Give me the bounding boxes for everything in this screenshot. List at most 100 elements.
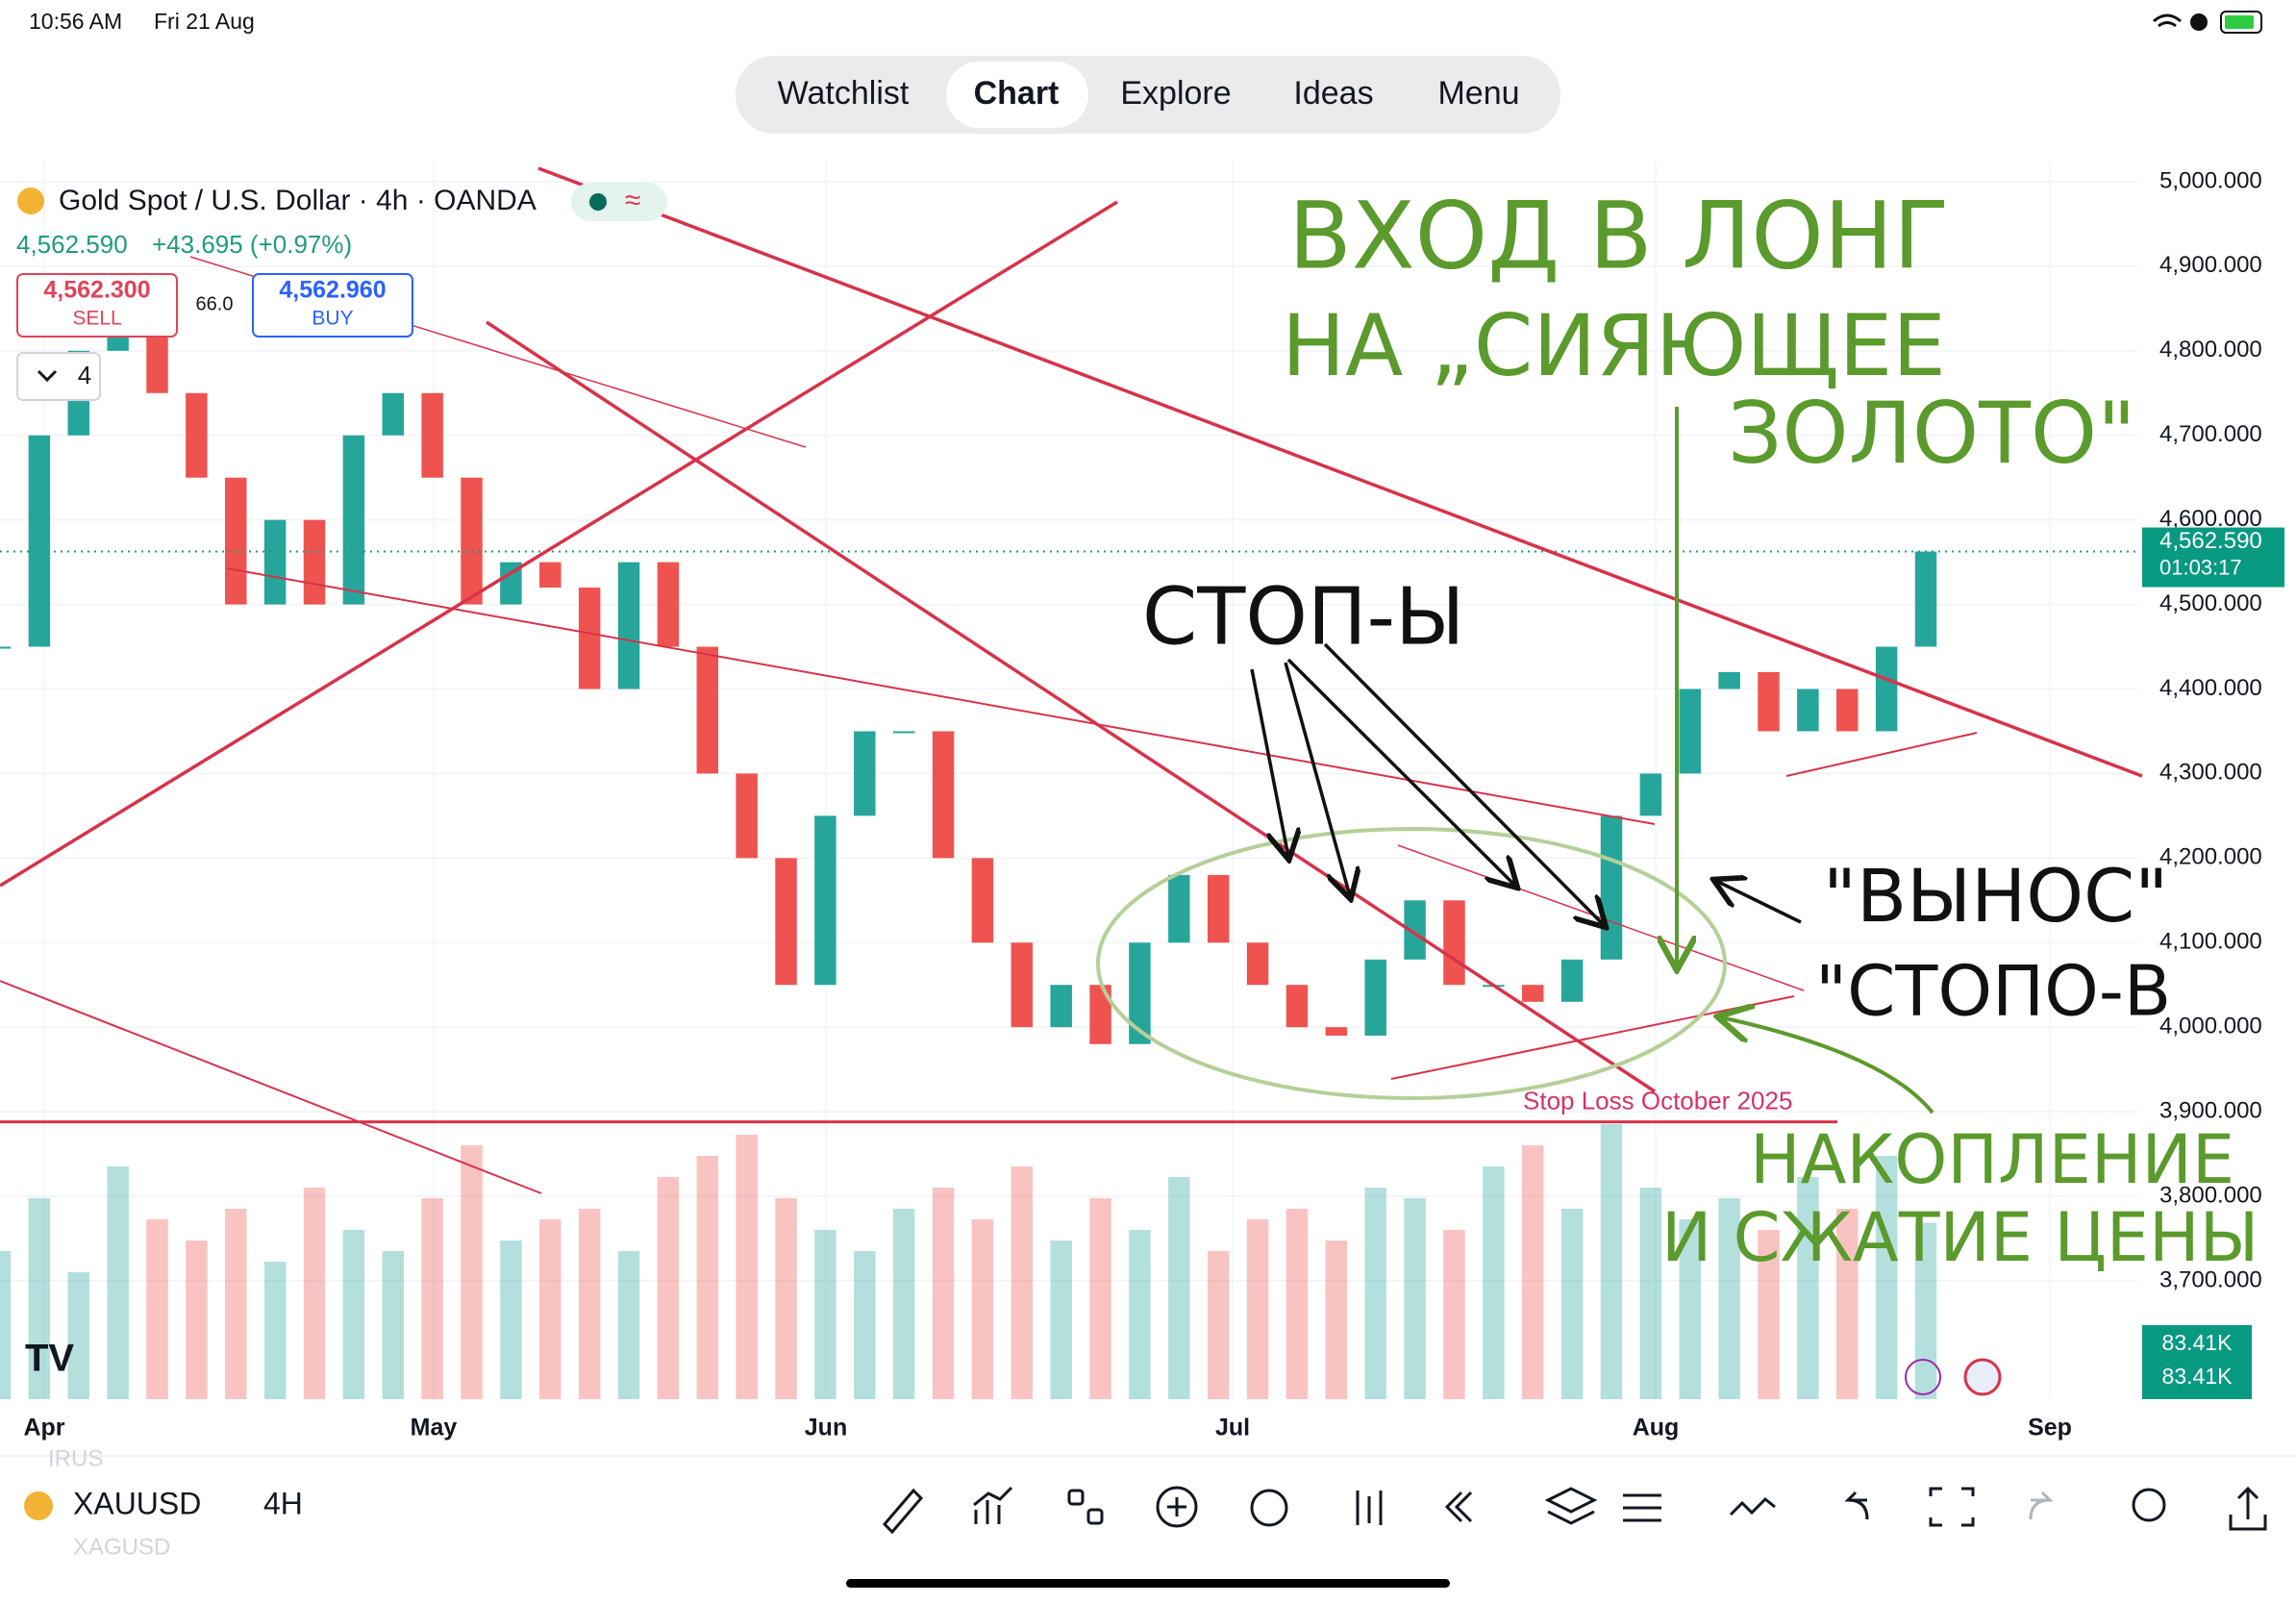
volume-bar — [932, 1188, 955, 1399]
layout-icon[interactable] — [1067, 1489, 1085, 1506]
redo-icon[interactable] — [2029, 1491, 2054, 1520]
volume-bar — [500, 1241, 522, 1399]
battery-level — [2225, 15, 2254, 29]
undo-icon[interactable] — [1844, 1491, 1869, 1520]
tab[interactable]: Explore — [1120, 75, 1231, 112]
trendlines — [0, 166, 2143, 1194]
candle — [1443, 900, 1465, 986]
volume-bar — [107, 1166, 129, 1399]
candle — [28, 435, 51, 647]
volume-bar — [736, 1135, 758, 1399]
candle — [1168, 874, 1190, 943]
layers-icon[interactable] — [1544, 1487, 1598, 1525]
note: "ВЫНОС" — [1823, 853, 2168, 939]
candle — [1207, 874, 1230, 943]
y-tick-label: 4,500.000 — [2159, 590, 2262, 616]
y-tick-label: 5,000.000 — [2159, 167, 2262, 193]
candle — [382, 392, 405, 436]
note: НА „СИЯЮЩЕЕ — [1282, 296, 1946, 395]
tab[interactable]: Chart — [974, 75, 1060, 112]
fullscreen-icon[interactable] — [1929, 1487, 1975, 1527]
candle — [1050, 985, 1072, 1028]
volume-bar — [1050, 1241, 1072, 1399]
symbol[interactable]: XAUUSD — [73, 1486, 201, 1520]
trendline — [0, 200, 1118, 888]
buy-button[interactable] — [252, 273, 413, 338]
volume-bar — [1483, 1166, 1505, 1399]
volume-bar — [225, 1209, 247, 1399]
indicators-toggle[interactable] — [16, 352, 101, 401]
volume-bar — [814, 1230, 836, 1399]
indicators-icon[interactable] — [973, 1486, 1013, 1524]
note: ЗОЛОТО" — [1728, 384, 2136, 483]
flash-icon[interactable] — [1905, 1359, 1941, 1395]
volume-bar — [303, 1188, 326, 1399]
volume-bar — [539, 1219, 562, 1399]
indicator-count[interactable]: 4 — [78, 361, 91, 389]
candle — [1718, 671, 1740, 689]
flag-icon[interactable] — [1963, 1358, 2002, 1396]
trendline — [1390, 995, 1795, 1080]
add-icon[interactable] — [1156, 1486, 1198, 1528]
candle — [263, 519, 287, 605]
alert-icon[interactable] — [1250, 1489, 1288, 1527]
candle — [1285, 985, 1309, 1028]
battery — [2220, 11, 2262, 34]
sell-price[interactable]: 4,562.300 — [43, 277, 150, 304]
y-tick-label: 3,800.000 — [2159, 1182, 2262, 1208]
volume-bar — [696, 1156, 719, 1399]
tab[interactable]: Ideas — [1293, 75, 1373, 112]
last-price-tag — [2142, 527, 2284, 588]
tab[interactable]: Menu — [1437, 75, 1519, 112]
arrow — [1716, 881, 1802, 924]
hand-arrows-green — [1677, 407, 1934, 1115]
sell-label[interactable]: SELL — [72, 308, 121, 330]
volume-bar — [67, 1272, 89, 1399]
volume-bar — [578, 1209, 601, 1399]
tab[interactable]: Watchlist — [778, 75, 910, 112]
candle — [854, 731, 876, 816]
candle — [1404, 900, 1426, 960]
volume-bar — [657, 1177, 680, 1399]
volume-bar — [0, 1251, 12, 1399]
candle — [696, 646, 719, 774]
candle — [1364, 959, 1386, 1036]
buy-label[interactable]: BUY — [312, 308, 353, 330]
candle — [617, 562, 640, 689]
sell-button[interactable] — [16, 273, 178, 338]
candles-icon[interactable] — [1356, 1491, 1383, 1525]
settings-icon[interactable] — [1623, 1493, 1661, 1522]
volume-bar — [892, 1209, 915, 1399]
compare-icon[interactable] — [1729, 1496, 1776, 1516]
replay-icon[interactable] — [1444, 1491, 1473, 1523]
faded-symbol: XAGUSD — [73, 1534, 170, 1560]
interval[interactable]: 4H — [263, 1486, 303, 1520]
trendline — [537, 166, 2143, 778]
x-tick-label: Apr — [23, 1415, 64, 1441]
volume-bar — [1639, 1188, 1662, 1399]
watch-icon[interactable] — [2132, 1488, 2166, 1522]
toolbar-icons — [882, 1486, 2267, 1535]
volume-bar — [617, 1251, 640, 1399]
candle — [1129, 942, 1151, 1044]
arrow — [1323, 642, 1604, 925]
candle — [1758, 671, 1780, 732]
buy-price[interactable]: 4,562.960 — [279, 277, 386, 304]
layout-icon[interactable] — [1086, 1508, 1104, 1525]
share-icon[interactable] — [2229, 1486, 2267, 1531]
volume-bar — [1914, 1222, 1937, 1399]
volume-bar — [146, 1219, 168, 1399]
candle — [578, 587, 601, 689]
candle — [1797, 689, 1819, 732]
y-tick-label: 3,900.000 — [2159, 1097, 2262, 1123]
volume-bar — [1246, 1219, 1269, 1399]
draw-icon[interactable] — [882, 1488, 924, 1535]
candle — [1639, 773, 1662, 816]
candle — [342, 435, 365, 605]
chevron[interactable] — [37, 369, 58, 383]
add-icon[interactable] — [1167, 1497, 1186, 1516]
alarm-icon — [2190, 13, 2208, 31]
wifi-icon — [2153, 13, 2182, 28]
volume-bar — [971, 1219, 994, 1399]
last-price-label: 4,562.590 — [2159, 528, 2262, 554]
